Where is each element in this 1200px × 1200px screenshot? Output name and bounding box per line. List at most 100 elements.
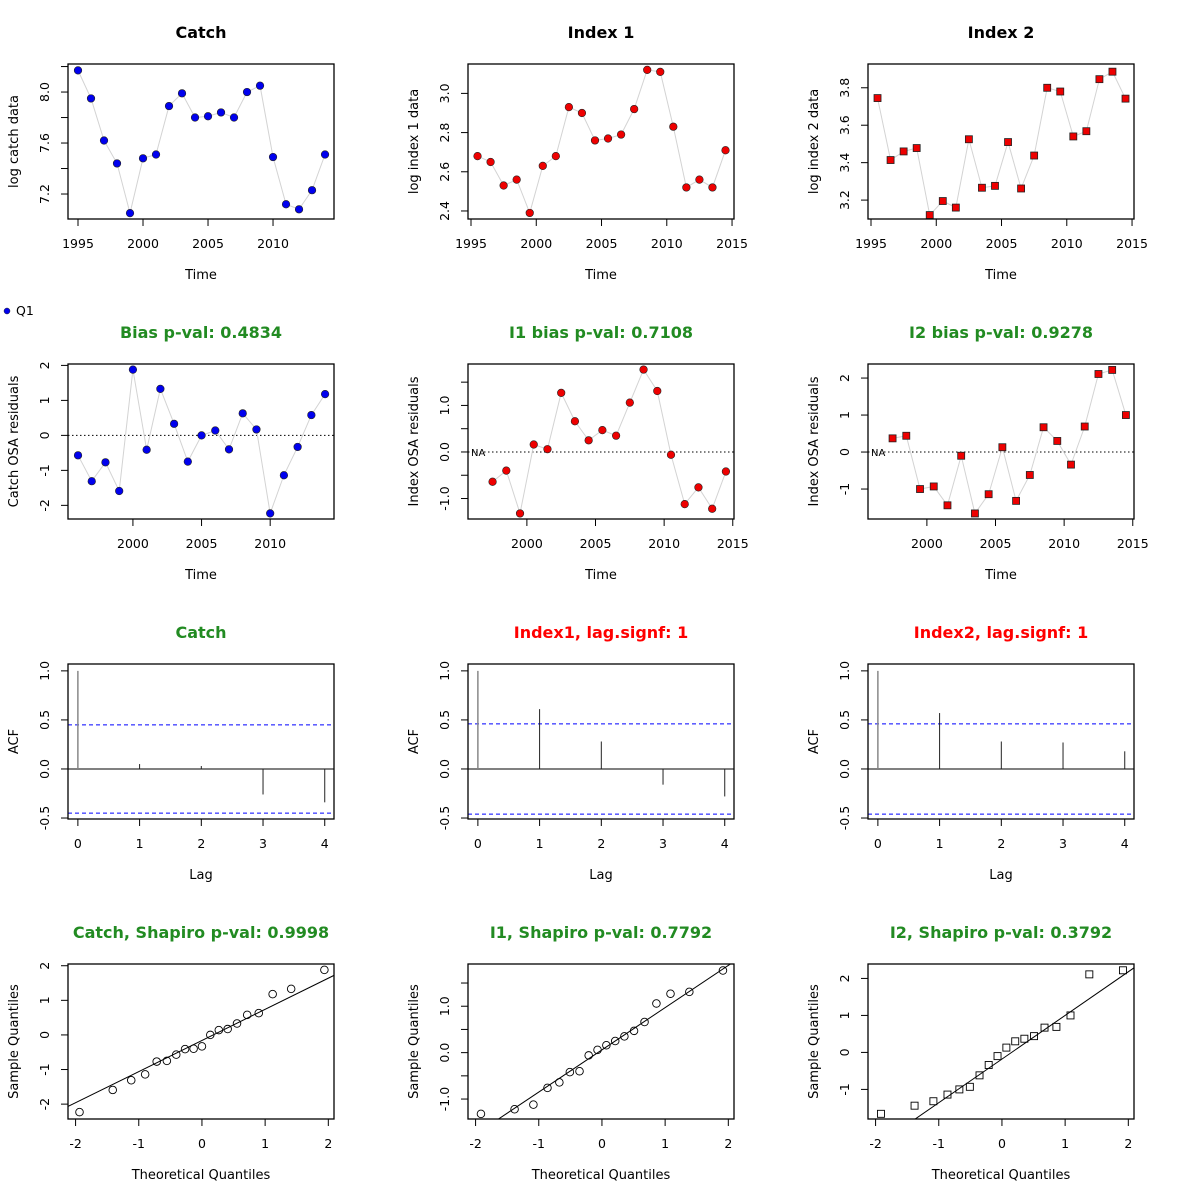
panel-catch-osa: Bias p-val: 0.4834 2000 2005 2010 Time -2 -1 0 1… <box>7 323 335 583</box>
plot-frame <box>467 963 735 1120</box>
x-tick-label: 2000 <box>911 536 943 551</box>
y-axis-label: ACF <box>7 729 22 754</box>
qq-point <box>943 1090 952 1099</box>
data-point <box>229 113 239 122</box>
data-point <box>1082 127 1091 136</box>
series-connector-line <box>77 369 326 516</box>
y-axis-label: log index 1 data <box>407 89 422 194</box>
data-point <box>1017 184 1026 193</box>
qq-point <box>1066 1011 1075 1020</box>
data-point <box>1122 411 1130 419</box>
data-point <box>268 152 278 162</box>
y-tick-label: 0.0 <box>437 759 452 779</box>
qq-point <box>320 965 329 975</box>
qq-point <box>955 1085 964 1094</box>
plot-area <box>877 70 1126 217</box>
qq-point <box>629 1026 639 1036</box>
data-point <box>682 183 691 192</box>
qq-point <box>965 1082 974 1091</box>
x-tick-label: -2 <box>69 1136 81 1151</box>
data-point <box>617 130 626 139</box>
na-label: NA <box>471 448 485 459</box>
y-axis-label: ACF <box>807 729 822 754</box>
data-point <box>1067 460 1075 469</box>
panel-title: I2 bias p-val: 0.9278 <box>909 323 1093 342</box>
data-point <box>266 509 275 518</box>
qq-point <box>162 1056 172 1066</box>
x-tick-label: 0 <box>874 836 882 851</box>
x-tick-label: 0 <box>998 1136 1006 1151</box>
y-tick-label: 0.0 <box>437 442 452 462</box>
qq-point <box>555 1078 564 1087</box>
panel-index2-acf: Index2, lag.signf: 1 0 1 2 3 4 Lag -0.5 0.0 0.5 1.… <box>807 623 1135 883</box>
x-axis-label: Time <box>184 268 217 283</box>
plot-area <box>68 670 334 814</box>
data-point <box>1004 138 1012 146</box>
data-point <box>242 87 252 97</box>
series-connector-line <box>77 70 326 214</box>
data-point <box>502 466 511 475</box>
data-point <box>584 436 593 445</box>
x-tick-label: 2015 <box>1116 236 1148 251</box>
data-point <box>151 150 161 159</box>
qq-point <box>685 987 694 997</box>
data-point <box>669 122 678 131</box>
x-tick-label: 1 <box>536 836 544 851</box>
y-tick-label: 1 <box>37 996 52 1004</box>
data-point <box>86 94 96 103</box>
data-point <box>957 451 966 460</box>
plot-frame <box>467 363 735 520</box>
x-axis-label: Time <box>184 568 217 583</box>
y-tick-label: 2.8 <box>437 123 452 143</box>
data-point <box>128 365 138 374</box>
data-point <box>929 482 938 491</box>
x-tick-label: 2010 <box>651 236 683 251</box>
x-tick-label: 1 <box>661 1136 669 1151</box>
x-axis-label: Time <box>584 268 617 283</box>
y-tick-label: -2 <box>37 1098 52 1110</box>
qq-point <box>232 1019 242 1028</box>
qq-point <box>610 1036 620 1046</box>
y-tick-label: 3.8 <box>837 78 852 98</box>
x-tick-label: 0 <box>74 836 82 851</box>
data-point <box>538 161 547 170</box>
plot-frame <box>467 63 735 220</box>
data-point <box>916 485 924 493</box>
data-point <box>164 101 174 111</box>
qq-point <box>223 1024 232 1034</box>
qq-point <box>1040 1023 1049 1032</box>
qq-point <box>126 1075 136 1085</box>
qq-point <box>286 984 296 994</box>
qq-point <box>1118 966 1127 975</box>
x-tick-label: 2005 <box>980 536 1012 551</box>
x-tick-label: 2 <box>724 1136 732 1151</box>
y-tick-label: 0 <box>37 1031 52 1039</box>
data-point <box>1108 366 1117 374</box>
y-tick-label: 1 <box>837 411 852 419</box>
x-tick-label: 2005 <box>186 536 218 551</box>
x-tick-label: 1995 <box>455 236 487 251</box>
plot-frame <box>67 63 335 220</box>
data-point <box>73 451 83 460</box>
x-tick-label: 2015 <box>717 536 749 551</box>
x-tick-label: 4 <box>321 836 329 851</box>
panel-index1-qq: I1, Shapiro p-val: 0.7792 -2 -1 0 1 2 Theoreti… <box>407 923 735 1183</box>
data-point <box>87 477 96 486</box>
x-tick-label: -1 <box>533 1136 545 1151</box>
y-tick-label: 7.2 <box>37 184 52 204</box>
panel-title: Bias p-val: 0.4834 <box>120 323 282 342</box>
qq-point <box>189 1044 198 1054</box>
qq-point <box>1002 1043 1011 1052</box>
x-tick-label: 2 <box>997 836 1005 851</box>
data-point <box>1080 422 1089 431</box>
panel-title: Index 1 <box>568 23 635 42</box>
data-point <box>488 477 497 486</box>
data-point <box>1056 87 1065 96</box>
qq-point <box>1020 1034 1029 1043</box>
data-point <box>1012 496 1020 505</box>
panel-catch-acf: Catch 0 1 2 3 4 Lag -0.5 0.0 0.5 1.0 ACF <box>7 623 335 883</box>
na-label: NA <box>871 448 885 459</box>
y-axis-label: Sample Quantiles <box>407 984 422 1099</box>
x-tick-label: 2000 <box>920 236 952 251</box>
